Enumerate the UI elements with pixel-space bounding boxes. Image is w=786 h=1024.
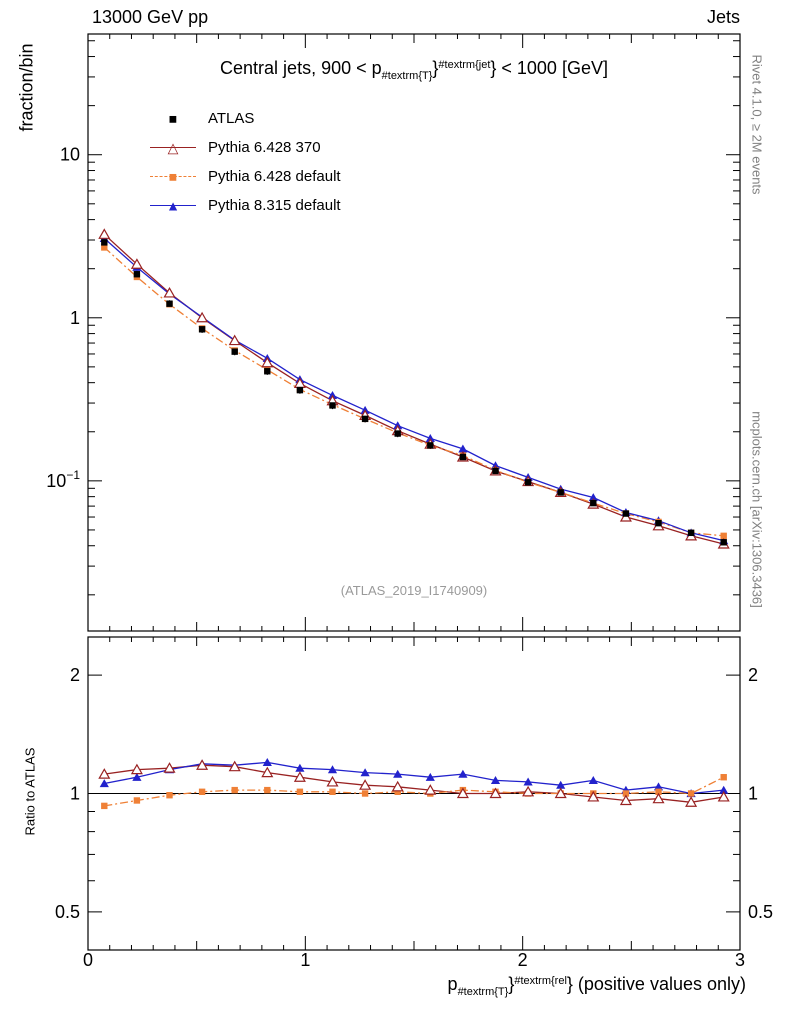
plot-title-subscript: #textrm{T} bbox=[381, 70, 433, 82]
legend-line bbox=[150, 175, 196, 177]
legend-label: Pythia 6.428 default bbox=[208, 168, 341, 185]
legend-label: ATLAS bbox=[208, 110, 255, 127]
analysis-id-watermark: (ATLAS_2019_I1740909) bbox=[340, 583, 488, 598]
plot-title-text: Central jets, 900 < p bbox=[220, 58, 382, 78]
legend: ■ ATLAS △ Pythia 6.428 370 ■ Pythia 6.42… bbox=[150, 104, 341, 220]
pythia6-default-marker-icon: ■ bbox=[150, 168, 196, 186]
svg-text:0.5: 0.5 bbox=[55, 902, 80, 922]
legend-item-atlas: ■ ATLAS bbox=[150, 104, 341, 133]
plot-title: Central jets, 900 < p#textrm{T}}#textrm{… bbox=[88, 58, 740, 82]
svg-text:1: 1 bbox=[70, 308, 80, 328]
x-axis-title-subscript: #textrm{T} bbox=[457, 986, 509, 998]
triangle-open-icon: △ bbox=[167, 139, 179, 156]
svg-text:3: 3 bbox=[735, 950, 745, 970]
x-axis-title-brace: } bbox=[508, 974, 515, 994]
mcplots-credit-note: mcplots.cern.ch [arXiv:1306.3436] bbox=[749, 411, 765, 608]
x-axis-title-superscript: #textrm{rel bbox=[514, 975, 567, 987]
pythia6-370-marker-icon: △ bbox=[150, 139, 196, 157]
svg-text:1: 1 bbox=[300, 950, 310, 970]
legend-line bbox=[150, 146, 196, 148]
x-axis-title-suffix: } (positive values only) bbox=[566, 974, 746, 994]
ratio-y-axis-title: Ratio to ATLAS bbox=[22, 747, 38, 836]
svg-text:1: 1 bbox=[70, 784, 80, 804]
legend-item-pythia6-370: △ Pythia 6.428 370 bbox=[150, 133, 341, 162]
plot-title-suffix: } < 1000 [GeV] bbox=[490, 58, 608, 78]
main-y-axis-title: fraction/bin bbox=[16, 43, 37, 132]
svg-text:10: 10 bbox=[60, 145, 80, 165]
square-filled-icon: ■ bbox=[168, 110, 178, 127]
svg-text:0: 0 bbox=[83, 950, 93, 970]
x-axis-title: p#textrm{T}}#textrm{rel} (positive value… bbox=[448, 974, 746, 998]
legend-item-pythia8-default: ▲ Pythia 8.315 default bbox=[150, 191, 341, 220]
observable-group-label: Jets bbox=[706, 7, 740, 27]
beam-energy-label: 13000 GeV pp bbox=[92, 7, 209, 27]
square-filled-icon: ■ bbox=[168, 168, 178, 185]
svg-text:0.5: 0.5 bbox=[748, 902, 773, 922]
triangle-filled-icon: ▲ bbox=[166, 197, 180, 214]
svg-text:10−1: 10−1 bbox=[46, 468, 80, 491]
x-axis-title-text: p bbox=[447, 974, 458, 994]
svg-text:2: 2 bbox=[70, 665, 80, 685]
plot-title-brace: } bbox=[432, 58, 439, 78]
legend-label: Pythia 8.315 default bbox=[208, 197, 341, 214]
atlas-marker-icon: ■ bbox=[150, 110, 196, 128]
pythia8-default-marker-icon: ▲ bbox=[150, 197, 196, 215]
legend-item-pythia6-default: ■ Pythia 6.428 default bbox=[150, 162, 341, 191]
legend-label: Pythia 6.428 370 bbox=[208, 139, 321, 156]
svg-text:2: 2 bbox=[748, 665, 758, 685]
svg-text:2: 2 bbox=[518, 950, 528, 970]
svg-text:1: 1 bbox=[748, 784, 758, 804]
plot-title-superscript: #textrm{jet bbox=[438, 59, 491, 71]
legend-line bbox=[150, 204, 196, 206]
rivet-version-note: Rivet 4.1.0, ≥ 2M events bbox=[749, 54, 765, 195]
